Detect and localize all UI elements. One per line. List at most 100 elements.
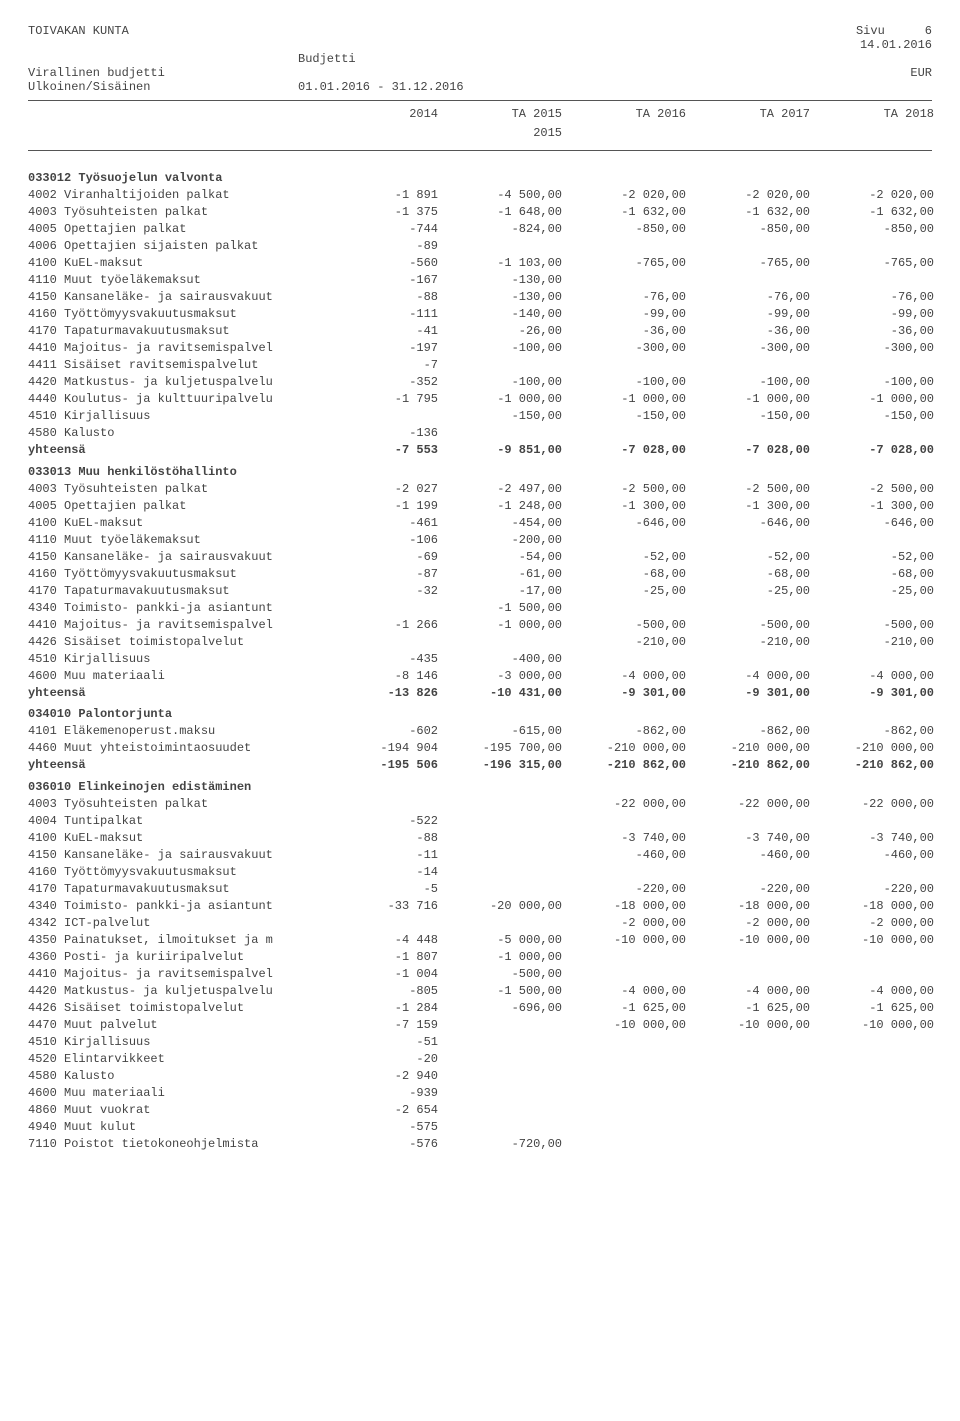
cell-value [700, 1084, 824, 1101]
column-header: TA 2016 [576, 105, 700, 125]
cell-value [452, 880, 576, 897]
cell-value: -4 000,00 [700, 667, 824, 684]
cell-value: -130,00 [452, 289, 576, 306]
cell-value [824, 531, 948, 548]
cell-value [576, 948, 700, 965]
total-value: -13 826 [328, 684, 452, 701]
cell-value: -460,00 [700, 846, 824, 863]
cell-value: -68,00 [824, 565, 948, 582]
row-label: 4150 Kansaneläke- ja sairausvakuut [28, 289, 328, 306]
cell-value [700, 1050, 824, 1067]
cell-value: -10 000,00 [824, 931, 948, 948]
row-label: 4940 Muut kulut [28, 1118, 328, 1135]
cell-value [452, 425, 576, 442]
row-label: 4170 Tapaturmavakuutusmaksut [28, 582, 328, 599]
cell-value: -25,00 [576, 582, 700, 599]
cell-value: -3 740,00 [824, 829, 948, 846]
row-label: 4460 Muut yhteistoimintaosuudet [28, 740, 328, 757]
cell-value [328, 914, 452, 931]
total-value: -210 862,00 [576, 757, 700, 774]
cell-value: -1 004 [328, 965, 452, 982]
cell-value [824, 1118, 948, 1135]
total-value: -10 431,00 [452, 684, 576, 701]
row-label: 4411 Sisäiset ravitsemispalvelut [28, 357, 328, 374]
cell-value: -167 [328, 272, 452, 289]
cell-value: -646,00 [824, 514, 948, 531]
cell-value: -500,00 [576, 616, 700, 633]
cell-value: -150,00 [452, 408, 576, 425]
cell-value: -744 [328, 221, 452, 238]
cell-value: -76,00 [824, 289, 948, 306]
cell-value: -4 000,00 [576, 982, 700, 999]
cell-value: -1 199 [328, 497, 452, 514]
cell-value: -25,00 [700, 582, 824, 599]
cell-value [328, 795, 452, 812]
cell-value [328, 599, 452, 616]
cell-value: -8 146 [328, 667, 452, 684]
cell-value: -1 648,00 [452, 204, 576, 221]
cell-value: -100,00 [576, 374, 700, 391]
row-label: 4100 KuEL-maksut [28, 255, 328, 272]
cell-value [700, 599, 824, 616]
cell-value: -68,00 [700, 565, 824, 582]
cell-value: -461 [328, 514, 452, 531]
cell-value: -1 000,00 [452, 391, 576, 408]
cell-value: -2 020,00 [576, 187, 700, 204]
cell-value: -2 000,00 [700, 914, 824, 931]
cell-value: -765,00 [824, 255, 948, 272]
cell-value: -100,00 [452, 340, 576, 357]
row-label: 4420 Matkustus- ja kuljetuspalvelu [28, 982, 328, 999]
cell-value [452, 1033, 576, 1050]
cell-value: -41 [328, 323, 452, 340]
cell-value: -22 000,00 [700, 795, 824, 812]
cell-value [576, 650, 700, 667]
total-value: -210 862,00 [700, 757, 824, 774]
org-name: TOIVAKAN KUNTA [28, 24, 129, 38]
cell-value: -300,00 [824, 340, 948, 357]
cell-value [824, 357, 948, 374]
row-label: 4110 Muut työeläkemaksut [28, 272, 328, 289]
cell-value: -1 807 [328, 948, 452, 965]
cell-value [576, 599, 700, 616]
cell-value [452, 846, 576, 863]
cell-value [576, 1033, 700, 1050]
cell-value: -52,00 [824, 548, 948, 565]
cell-value: -210 000,00 [824, 740, 948, 757]
cell-value: -300,00 [700, 340, 824, 357]
cell-value: -500,00 [824, 616, 948, 633]
cell-value [824, 1033, 948, 1050]
row-label: 4580 Kalusto [28, 1067, 328, 1084]
cell-value: -195 700,00 [452, 740, 576, 757]
cell-value: -197 [328, 340, 452, 357]
section-title: 033013 Muu henkilöstöhallinto [28, 459, 328, 481]
cell-value: -1 266 [328, 616, 452, 633]
row-label: 4150 Kansaneläke- ja sairausvakuut [28, 548, 328, 565]
cell-value [824, 863, 948, 880]
cell-value [824, 948, 948, 965]
cell-value: -1 632,00 [700, 204, 824, 221]
cell-value: -26,00 [452, 323, 576, 340]
row-label: 4600 Muu materiaali [28, 1084, 328, 1101]
cell-value: -14 [328, 863, 452, 880]
cell-value: -140,00 [452, 306, 576, 323]
cell-value: -7 [328, 357, 452, 374]
cell-value: -1 000,00 [824, 391, 948, 408]
cell-value: -32 [328, 582, 452, 599]
row-label: 4170 Tapaturmavakuutusmaksut [28, 880, 328, 897]
total-value: -7 028,00 [576, 442, 700, 459]
cell-value [700, 425, 824, 442]
cell-value: -3 000,00 [452, 667, 576, 684]
row-label: 4580 Kalusto [28, 425, 328, 442]
cell-value: -576 [328, 1135, 452, 1152]
total-value: -9 301,00 [576, 684, 700, 701]
cell-value [576, 425, 700, 442]
cell-value: -10 000,00 [700, 1016, 824, 1033]
cell-value: -36,00 [700, 323, 824, 340]
cell-value: -4 000,00 [824, 667, 948, 684]
cell-value: -18 000,00 [824, 897, 948, 914]
row-label: 4160 Työttömyysvakuutusmaksut [28, 306, 328, 323]
cell-value: -2 020,00 [824, 187, 948, 204]
cell-value [824, 1050, 948, 1067]
row-label: 4005 Opettajien palkat [28, 221, 328, 238]
cell-value: -824,00 [452, 221, 576, 238]
